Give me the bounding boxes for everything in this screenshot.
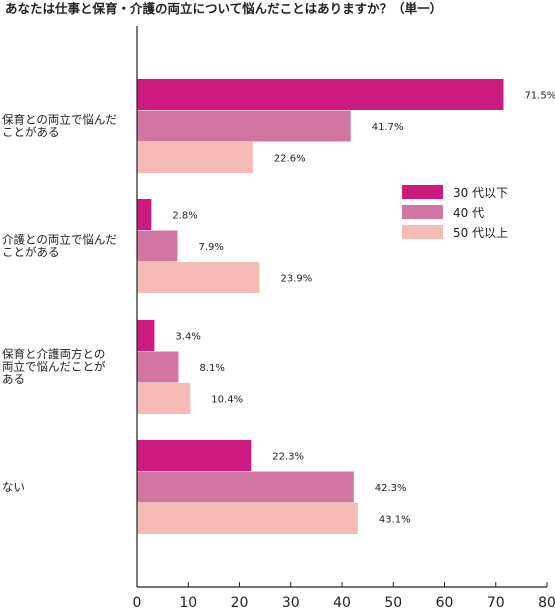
data-label: 71.5%	[524, 91, 555, 102]
bar-2-1	[137, 110, 351, 142]
category-label: 両立で悩んだことが	[2, 359, 106, 373]
bar-1-2	[137, 199, 152, 230]
data-label: 42.3%	[375, 483, 407, 494]
x-tick-label: 60	[436, 595, 454, 611]
bar-2-4	[137, 471, 354, 503]
data-label: 10.4%	[211, 395, 243, 406]
data-label: 7.9%	[198, 242, 223, 253]
bar-3-2	[137, 262, 260, 293]
data-label: 23.9%	[280, 274, 312, 285]
bar-3-4	[137, 503, 358, 534]
x-tick-label: 70	[487, 595, 505, 611]
category-label: ない	[2, 480, 25, 494]
x-axis: 0 10 20 30 40 50 60 70 80	[133, 26, 555, 611]
legend-swatch	[402, 225, 443, 239]
legend-swatch	[402, 185, 443, 199]
bars-group: 71.5% 2.8% 3.4% 22.3% 41.7% 7.9% 8.1% 42.3% 22.6…	[137, 79, 555, 534]
category-label: ことがある	[2, 125, 60, 139]
data-label: 3.4%	[175, 332, 200, 343]
x-tick-label: 20	[231, 595, 249, 611]
data-label: 43.1%	[379, 515, 411, 526]
bar-1-3	[137, 320, 155, 351]
category-label: 介護との両立で悩んだ	[2, 232, 117, 246]
legend-label: 40 代	[453, 206, 484, 220]
x-tick-label: 10	[179, 595, 197, 611]
category-label: ある	[2, 372, 25, 386]
legend-label: 30 代以下	[453, 186, 508, 200]
data-label: 41.7%	[372, 122, 404, 133]
legend-swatch	[402, 205, 443, 219]
bar-3-1	[137, 142, 253, 173]
x-tick-label: 0	[133, 595, 142, 611]
bar-1-4	[137, 440, 252, 471]
data-label: 2.8%	[172, 211, 197, 222]
bar-2-3	[137, 351, 179, 383]
x-tick-label: 30	[282, 595, 300, 611]
bar-1-1	[137, 79, 504, 110]
data-label: 22.6%	[274, 154, 306, 165]
x-tick-label: 40	[333, 595, 351, 611]
category-labels: 保育との両立で悩んだことがある介護との両立で悩んだことがある保育と介護両方との両…	[2, 112, 117, 494]
data-label: 22.3%	[272, 452, 304, 463]
legend-label: 50 代以上	[453, 226, 508, 240]
category-label: 保育との両立で悩んだ	[2, 112, 117, 126]
category-label: ことがある	[2, 245, 60, 259]
legend: 30 代以下 40 代 50 代以上	[402, 185, 508, 240]
x-tick-label: 50	[384, 595, 402, 611]
bar-3-3	[137, 383, 191, 414]
category-label: 保育と介護両方との	[2, 347, 105, 361]
x-tick-label: 80	[538, 595, 555, 611]
chart-title: あなたは仕事と保育・介護の両立について悩んだことはありますか？（単一）	[5, 1, 442, 16]
data-label: 8.1%	[200, 363, 225, 374]
bar-2-2	[137, 230, 178, 262]
